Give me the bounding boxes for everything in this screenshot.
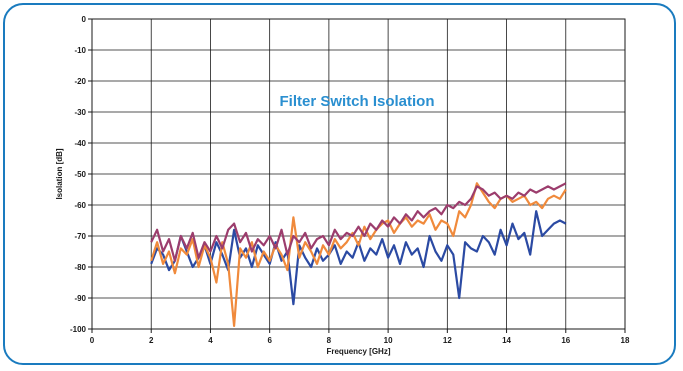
- y-tick-label: -70: [74, 232, 86, 241]
- y-tick-label: -50: [74, 170, 86, 179]
- x-tick-label: 8: [327, 336, 332, 345]
- x-tick-label: 16: [561, 336, 570, 345]
- x-tick-label: 18: [621, 336, 630, 345]
- chart-title: Filter Switch Isolation: [279, 93, 434, 110]
- y-axis-title: Isolation [dB]: [55, 148, 64, 199]
- y-tick-label: -30: [74, 108, 86, 117]
- x-tick-label: 4: [208, 336, 213, 345]
- y-tick-label: 0: [82, 15, 87, 24]
- x-tick-label: 10: [384, 336, 393, 345]
- x-tick-label: 2: [149, 336, 154, 345]
- y-tick-label: -20: [74, 77, 86, 86]
- y-tick-label: -90: [74, 294, 86, 303]
- series-line-3: [150, 182, 567, 262]
- y-tick-label: -60: [74, 201, 86, 210]
- x-tick-label: 6: [267, 336, 272, 345]
- series-line-2: [150, 182, 567, 327]
- x-tick-label: 0: [90, 336, 95, 345]
- y-tick-label: -10: [74, 46, 86, 55]
- x-tick-label: 14: [502, 336, 511, 345]
- isolation-chart: 0 2 4 6 8 10 12 14 16 18 0 -10 -20 -30 -40 -50 -60 -70 -80…: [55, 15, 630, 356]
- y-tick-label: -80: [74, 263, 86, 272]
- chart-frame: 0 2 4 6 8 10 12 14 16 18 0 -10 -20 -30 -40 -50 -60 -70 -80…: [3, 3, 676, 365]
- x-axis-title: Frequency [GHz]: [326, 347, 390, 356]
- x-tick-label: 12: [443, 336, 452, 345]
- y-tick-label: -40: [74, 139, 86, 148]
- y-tick-label: -100: [70, 325, 87, 334]
